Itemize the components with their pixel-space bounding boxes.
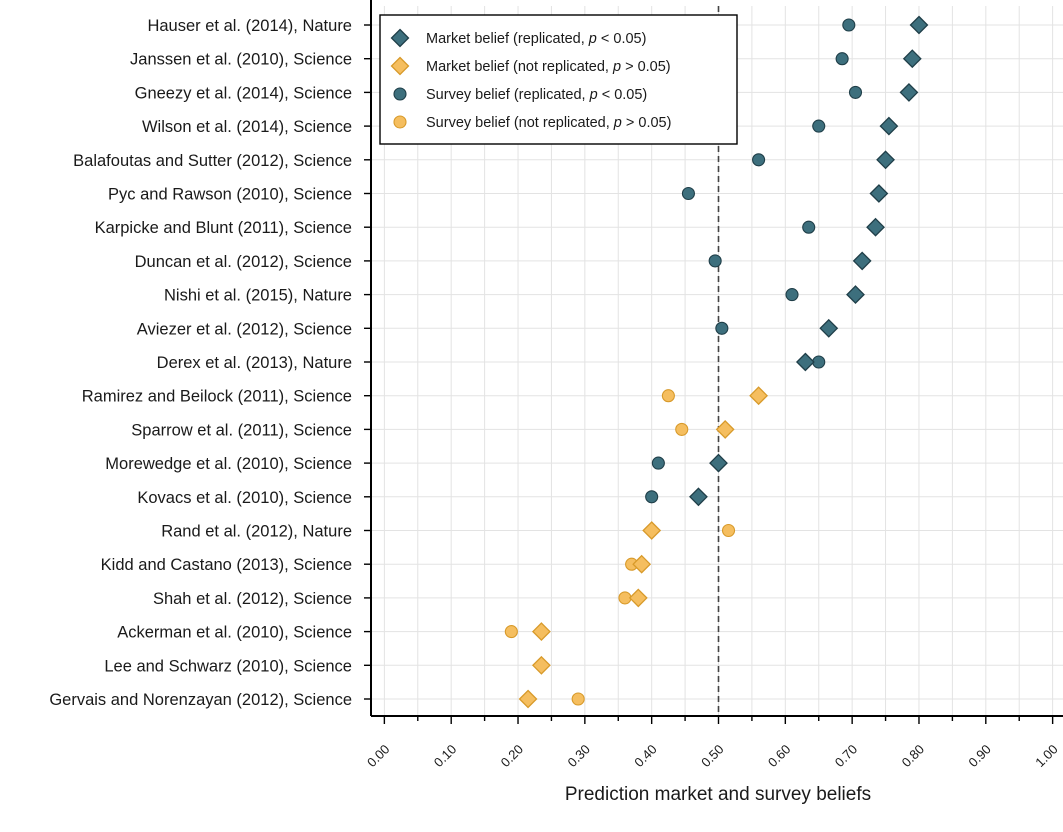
- market-belief-not-replicated-marker: [632, 554, 652, 574]
- study-labels: Hauser et al. (2014), Nature Janssen et a…: [49, 17, 371, 709]
- survey-belief-replicated-marker: [752, 153, 766, 167]
- study-label: Balafoutas and Sutter (2012), Science: [73, 152, 352, 170]
- survey-belief-not-replicated-marker: [504, 625, 518, 639]
- market-belief-replicated-marker: [909, 15, 929, 35]
- market-belief-not-replicated-marker: [531, 655, 551, 675]
- survey-belief-replicated-marker: [848, 85, 863, 99]
- legend-marker: [393, 87, 407, 101]
- study-label: Gervais and Norenzayan (2012), Science: [49, 691, 352, 709]
- x-axis-label: Prediction market and survey beliefs: [565, 784, 871, 805]
- survey-belief-not-replicated-marker: [675, 422, 689, 436]
- x-tick-label: 0.10: [431, 742, 460, 771]
- market-belief-replicated-marker: [819, 318, 839, 338]
- survey-belief-replicated-marker: [708, 254, 722, 268]
- legend-box: [379, 14, 738, 145]
- study-label: Lee and Schwarz (2010), Science: [104, 657, 352, 675]
- study-label: Morewedge et al. (2010), Science: [105, 455, 352, 473]
- market-belief-replicated-marker: [709, 453, 728, 473]
- x-tick-label: 0.20: [498, 742, 527, 771]
- survey-belief-replicated-marker: [802, 220, 816, 234]
- market-belief-not-replicated-marker: [749, 386, 769, 406]
- study-label: Hauser et al. (2014), Nature: [147, 17, 352, 35]
- study-label: Ackerman et al. (2010), Science: [117, 624, 352, 642]
- legend: Market belief (replicated, p < 0.05) Mark…: [379, 14, 738, 145]
- study-label: Kidd and Castano (2013), Science: [101, 556, 352, 574]
- study-label: Duncan et al. (2012), Science: [135, 253, 352, 271]
- survey-belief-replicated-marker: [835, 52, 849, 66]
- survey-belief-replicated-marker: [842, 18, 856, 32]
- x-tick-label: 0.90: [965, 742, 994, 771]
- survey-belief-replicated-marker: [681, 186, 695, 201]
- survey-belief-replicated-marker: [785, 288, 799, 302]
- market-belief-replicated-marker: [689, 487, 708, 507]
- x-tick-label: 0.40: [631, 742, 660, 771]
- survey-belief-replicated-marker: [715, 321, 729, 335]
- survey-belief-replicated-marker: [651, 456, 665, 470]
- market-belief-not-replicated-marker: [531, 622, 551, 642]
- x-tick-label: 0.70: [832, 742, 861, 771]
- legend-marker: [390, 56, 410, 76]
- legend-entry: Survey belief (replicated, p < 0.05): [426, 87, 647, 103]
- x-tick-label: 0.30: [564, 742, 593, 771]
- legend-marker: [390, 28, 410, 48]
- legend-entry: Survey belief (not replicated, p > 0.05): [426, 115, 671, 131]
- x-tick-label: 0.00: [364, 742, 393, 771]
- legend-marker: [393, 115, 407, 129]
- x-tick-label: 0.80: [899, 742, 928, 771]
- market-belief-not-replicated-marker: [628, 588, 648, 608]
- market-belief-not-replicated-marker: [518, 689, 538, 709]
- market-belief-replicated-marker: [902, 49, 922, 69]
- study-label: Karpicke and Blunt (2011), Science: [95, 219, 352, 237]
- study-label: Ramirez and Beilock (2011), Science: [82, 388, 352, 406]
- survey-belief-replicated-marker: [812, 119, 826, 133]
- x-tick-label: 1.00: [1032, 742, 1061, 771]
- x-axis-ticks: 0.00 0.10 0.20 0.30 0.40 0.50 0.60 0.70 0.80 0.90…: [364, 716, 1061, 770]
- market-belief-replicated-marker: [879, 116, 899, 136]
- market-belief-replicated-marker: [869, 184, 889, 203]
- survey-belief-not-replicated-marker: [661, 389, 675, 403]
- study-label: Rand et al. (2012), Nature: [161, 523, 352, 541]
- market-belief-replicated-marker: [876, 150, 895, 170]
- study-label: Nishi et al. (2015), Nature: [164, 287, 352, 305]
- market-belief-replicated-marker: [899, 82, 919, 102]
- legend-entry: Market belief (replicated, p < 0.05): [426, 31, 646, 47]
- market-belief-replicated-marker: [866, 217, 885, 237]
- study-label: Aviezer et al. (2012), Science: [137, 320, 352, 338]
- survey-belief-not-replicated-marker: [721, 523, 736, 538]
- market-belief-replicated-marker: [795, 352, 815, 372]
- study-label: Wilson et al. (2014), Science: [142, 118, 352, 136]
- x-tick-label: 0.60: [765, 742, 794, 771]
- study-label: Kovacs et al. (2010), Science: [137, 489, 352, 507]
- study-label: Shah et al. (2012), Science: [153, 590, 352, 608]
- market-belief-replicated-marker: [852, 251, 872, 271]
- legend-entry: Market belief (not replicated, p > 0.05): [426, 59, 671, 75]
- market-belief-not-replicated-marker: [642, 521, 662, 540]
- study-label: Pyc and Rawson (2010), Science: [108, 186, 352, 204]
- market-belief-replicated-marker: [846, 285, 865, 305]
- survey-belief-replicated-marker: [645, 490, 659, 504]
- survey-belief-not-replicated-marker: [571, 692, 585, 706]
- x-tick-label: 0.50: [698, 742, 727, 771]
- data-markers: [504, 15, 929, 709]
- study-label: Sparrow et al. (2011), Science: [131, 421, 352, 439]
- study-label: Gneezy et al. (2014), Science: [135, 84, 352, 102]
- study-label: Derex et al. (2013), Nature: [157, 354, 352, 372]
- market-belief-not-replicated-marker: [715, 419, 735, 439]
- study-label: Janssen et al. (2010), Science: [130, 51, 352, 69]
